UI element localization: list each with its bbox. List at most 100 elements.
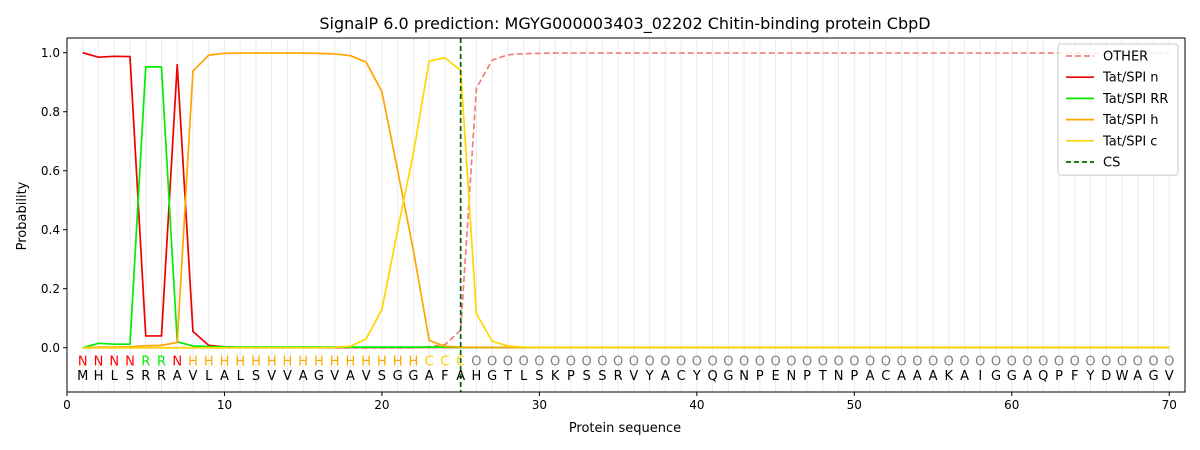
residue-letter: F xyxy=(441,369,448,384)
residue-letter: E xyxy=(771,369,779,384)
label-letter: O xyxy=(503,354,513,369)
residue-letter: R xyxy=(141,369,150,384)
x-tick-label: 20 xyxy=(374,398,389,412)
label-letter: O xyxy=(566,354,576,369)
residue-letter: R xyxy=(614,369,623,384)
residue-letter: P xyxy=(803,369,811,384)
label-letter: H xyxy=(346,354,356,369)
residue-letter: S xyxy=(126,369,134,384)
x-axis-ticks: 0 10 20 30 40 50 60 70 xyxy=(63,392,1177,412)
residue-letter: A xyxy=(661,369,670,384)
label-letter: O xyxy=(1101,354,1111,369)
residue-letter: N xyxy=(786,369,796,384)
label-letter: N xyxy=(109,354,119,369)
residue-letter: V xyxy=(283,369,292,384)
label-letter: H xyxy=(251,354,261,369)
residue-letter: A xyxy=(913,369,922,384)
label-letter: O xyxy=(582,354,592,369)
series-line-tat-spi-n xyxy=(82,51,1170,349)
label-letter: O xyxy=(519,354,529,369)
residue-letter: L xyxy=(111,369,119,384)
residue-letter: A xyxy=(866,369,875,384)
residue-letter: S xyxy=(252,369,260,384)
residue-letter: P xyxy=(567,369,575,384)
label-letter: O xyxy=(1117,354,1127,369)
residue-letter: I xyxy=(978,369,982,384)
label-letter: C xyxy=(440,354,449,369)
residue-letter: M xyxy=(77,369,88,384)
label-letter: H xyxy=(298,354,308,369)
residue-letter: K xyxy=(551,369,560,384)
label-letter: N xyxy=(78,354,88,369)
residue-letter: L xyxy=(520,369,528,384)
label-letter: H xyxy=(188,354,198,369)
series-line-tat-spi-c xyxy=(82,56,1170,349)
label-letter: O xyxy=(739,354,749,369)
chart-title: SignalP 6.0 prediction: MGYG000003403_02… xyxy=(319,14,930,34)
label-letter: C xyxy=(425,354,434,369)
legend-label: Tat/SPI n xyxy=(1102,71,1159,86)
label-letter: O xyxy=(865,354,875,369)
residue-letter: V xyxy=(267,369,276,384)
label-letter: O xyxy=(1133,354,1143,369)
label-letter: O xyxy=(991,354,1001,369)
residue-letter: V xyxy=(330,369,339,384)
legend-label: OTHER xyxy=(1103,50,1148,65)
label-letter: O xyxy=(912,354,922,369)
residue-letter: A xyxy=(1023,369,1032,384)
residue-letter: V xyxy=(189,369,198,384)
label-letter: H xyxy=(330,354,340,369)
label-letter: O xyxy=(707,354,717,369)
residue-letter: G xyxy=(723,369,733,384)
residue-letter: N xyxy=(834,369,844,384)
label-letter: O xyxy=(1085,354,1095,369)
series-line-tat-spi-h xyxy=(82,52,1170,349)
label-letter: O xyxy=(755,354,765,369)
residue-letter: Y xyxy=(692,369,701,384)
residue-letter: A xyxy=(346,369,355,384)
y-tick-label: 0.6 xyxy=(41,164,60,178)
label-letter: O xyxy=(928,354,938,369)
residue-letter: P xyxy=(756,369,764,384)
residue-letter: S xyxy=(535,369,543,384)
residue-letter: T xyxy=(818,369,827,384)
residue-letter: P xyxy=(850,369,858,384)
residue-letter: F xyxy=(1071,369,1078,384)
y-axis-ticks: 0.0 0.2 0.4 0.6 0.8 1.0 xyxy=(41,46,67,355)
label-letter: O xyxy=(550,354,560,369)
x-tick-label: 30 xyxy=(532,398,547,412)
label-letter: H xyxy=(204,354,214,369)
y-tick-label: 0.0 xyxy=(41,341,60,355)
label-letter: O xyxy=(896,354,906,369)
label-letter: O xyxy=(487,354,497,369)
label-letter: O xyxy=(849,354,859,369)
series-line-tat-spi-rr xyxy=(82,66,1170,349)
residue-letter: C xyxy=(677,369,686,384)
label-letter: O xyxy=(645,354,655,369)
residue-letter: A xyxy=(897,369,906,384)
label-letter: N xyxy=(172,354,182,369)
label-letter: R xyxy=(141,354,150,369)
y-axis-label: Probability xyxy=(15,181,30,250)
x-tick-label: 10 xyxy=(217,398,232,412)
residue-letter: S xyxy=(378,369,386,384)
label-letter: O xyxy=(1164,354,1174,369)
residue-letter: V xyxy=(629,369,638,384)
y-tick-label: 1.0 xyxy=(41,46,60,60)
label-letter: H xyxy=(314,354,324,369)
label-letter: O xyxy=(1148,354,1158,369)
residue-letter: L xyxy=(205,369,213,384)
residue-letter: S xyxy=(583,369,591,384)
label-letter: O xyxy=(833,354,843,369)
x-axis-label: Protein sequence xyxy=(569,421,681,436)
label-letter: H xyxy=(377,354,387,369)
residue-letter: G xyxy=(1148,369,1158,384)
series-lines xyxy=(82,51,1170,349)
label-letter: O xyxy=(786,354,796,369)
label-letter: O xyxy=(629,354,639,369)
label-letter: O xyxy=(944,354,954,369)
label-letter: O xyxy=(723,354,733,369)
label-letter: O xyxy=(959,354,969,369)
